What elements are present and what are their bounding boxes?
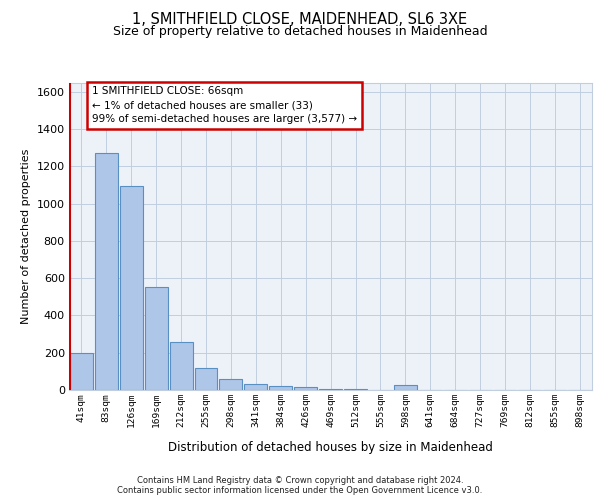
Bar [319,389,342,390]
Text: Contains HM Land Registry data © Crown copyright and database right 2024.: Contains HM Land Registry data © Crown c… [137,476,463,485]
Text: Size of property relative to detached houses in Maidenhead: Size of property relative to detached ho… [113,25,487,38]
Bar [294,387,317,390]
Bar [220,379,242,390]
Bar [95,154,118,390]
Bar [170,342,193,390]
Bar [120,186,143,390]
Bar [394,386,417,390]
Text: 1 SMITHFIELD CLOSE: 66sqm
← 1% of detached houses are smaller (33)
99% of semi-d: 1 SMITHFIELD CLOSE: 66sqm ← 1% of detach… [92,86,357,124]
Bar [194,368,217,390]
Text: Contains public sector information licensed under the Open Government Licence v3: Contains public sector information licen… [118,486,482,495]
Text: 1, SMITHFIELD CLOSE, MAIDENHEAD, SL6 3XE: 1, SMITHFIELD CLOSE, MAIDENHEAD, SL6 3XE [133,12,467,28]
Bar [70,352,93,390]
X-axis label: Distribution of detached houses by size in Maidenhead: Distribution of detached houses by size … [168,441,493,454]
Bar [244,384,268,390]
Bar [269,386,292,390]
Bar [145,286,167,390]
Bar [344,389,367,390]
Y-axis label: Number of detached properties: Number of detached properties [21,148,31,324]
